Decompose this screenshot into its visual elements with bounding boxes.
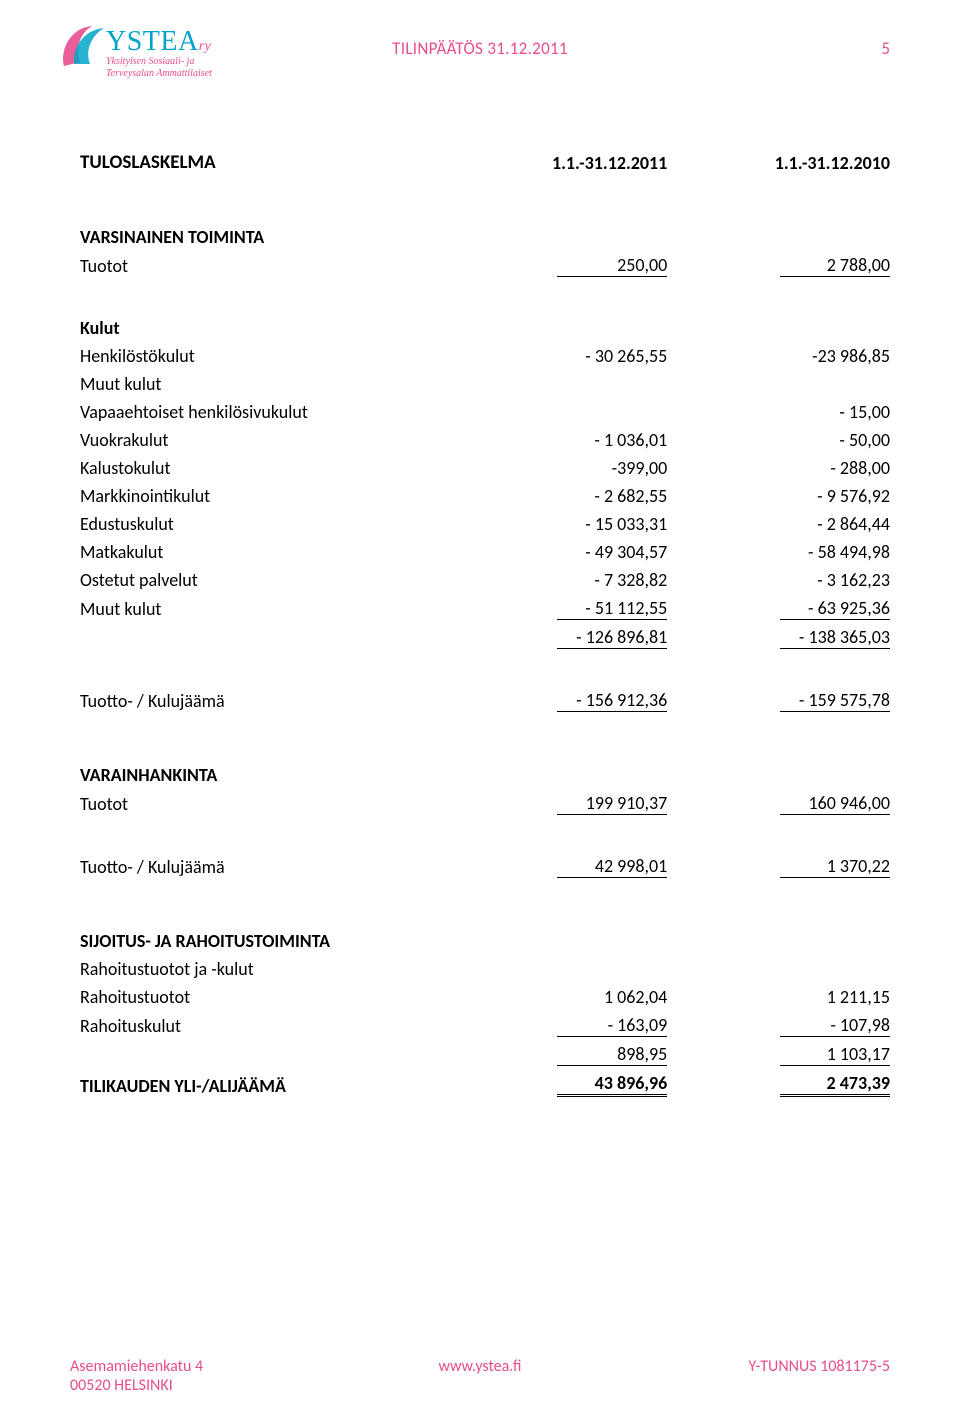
cell-value: - 138 365,03 <box>780 626 890 649</box>
row-label: Ostetut palvelut <box>80 566 445 594</box>
report-body: TULOSLASKELMA 1.1.-31.12.2011 1.1.-31.12.2… <box>70 108 890 1100</box>
table-row: Ostetut palvelut - 7 328,82 - 3 162,23 <box>80 566 890 594</box>
cell-value: - 3 162,23 <box>817 569 890 591</box>
footer-url: www.ystea.fi <box>343 1357 616 1395</box>
table-row: Rahoitustuotot 1 062,04 1 211,15 <box>80 983 890 1011</box>
cell-value: 1 103,17 <box>780 1043 890 1066</box>
cell-value: - 126 896,81 <box>557 626 667 649</box>
table-row: Muut kulut <box>80 370 890 398</box>
section-heading: VARSINAINEN TOIMINTA <box>80 223 890 251</box>
table-row: Rahoituskulut - 163,09 - 107,98 <box>80 1011 890 1040</box>
table-row: 898,95 1 103,17 <box>80 1040 890 1069</box>
cell-value: - 30 265,55 <box>585 345 667 367</box>
cell-value: 1.1.-31.12.2010 <box>775 152 890 174</box>
row-label: Tuotot <box>80 789 445 818</box>
table-row: Tuotto- / Kulujäämä - 156 912,36 - 159 575… <box>80 686 890 715</box>
cell-value: - 50,00 <box>839 429 890 451</box>
table-row: Matkakulut - 49 304,57 - 58 494,98 <box>80 538 890 566</box>
section-heading: VARAINHANKINTA <box>80 761 890 789</box>
cell-value: - 51 112,55 <box>557 597 667 620</box>
cell-value: 199 910,37 <box>557 792 667 815</box>
cell-value: - 9 576,92 <box>817 485 890 507</box>
table-row: - 126 896,81 - 138 365,03 <box>80 623 890 652</box>
cell-value: - 2 864,44 <box>817 513 890 535</box>
cell-value: - 7 328,82 <box>594 569 667 591</box>
cell-value: - 288,00 <box>830 457 890 479</box>
table-row: Rahoitustuotot ja -kulut <box>80 955 890 983</box>
page-header: YSTEAry Yksityisen Sosiaali- ja Terveysa… <box>70 28 890 108</box>
cell-value: 42 998,01 <box>557 855 667 878</box>
cell-value: 1 062,04 <box>604 986 667 1008</box>
logo-sub-2: Terveysalan Ammattilaiset <box>106 68 212 80</box>
row-label <box>80 1040 445 1069</box>
row-label: TULOSLASKELMA <box>80 148 445 177</box>
row-label: Rahoituskulut <box>80 1011 445 1040</box>
row-label: SIJOITUS- JA RAHOITUSTOIMINTA <box>80 927 445 955</box>
table-row: Henkilöstökulut - 30 265,55 -23 986,85 <box>80 342 890 370</box>
row-label: Edustuskulut <box>80 510 445 538</box>
row-label: Muut kulut <box>80 594 445 623</box>
footer-address-2: 00520 HELSINKI <box>70 1376 343 1395</box>
row-label: Vapaaehtoiset henkilösivukulut <box>80 398 445 426</box>
row-label: Tuotto- / Kulujäämä <box>80 686 445 715</box>
cell-value: - 159 575,78 <box>780 689 890 712</box>
cell-value: - 1 036,01 <box>594 429 667 451</box>
row-label: Tuotot <box>80 251 445 280</box>
cell-value: 1 211,15 <box>827 986 890 1008</box>
table-row: Vapaaehtoiset henkilösivukulut - 15,00 <box>80 398 890 426</box>
table-row: Kulut <box>80 314 890 342</box>
table-row: Vuokrakulut - 1 036,01 - 50,00 <box>80 426 890 454</box>
cell-value: 1.1.-31.12.2011 <box>552 152 667 174</box>
row-label: Matkakulut <box>80 538 445 566</box>
cell-value: - 156 912,36 <box>557 689 667 712</box>
cell-value: 250,00 <box>557 254 667 277</box>
cell-value: 2 473,39 <box>780 1072 890 1097</box>
table-row: Tuotot 250,00 2 788,00 <box>80 251 890 280</box>
cell-value: - 63 925,36 <box>780 597 890 620</box>
cell-value: - 15,00 <box>839 401 890 423</box>
page-footer: Asemamiehenkatu 4 00520 HELSINKI www.yst… <box>70 1357 890 1395</box>
table-row: Kalustokulut -399,00 - 288,00 <box>80 454 890 482</box>
row-label: Rahoitustuotot <box>80 983 445 1011</box>
title-row: TULOSLASKELMA 1.1.-31.12.2011 1.1.-31.12.2… <box>80 148 890 177</box>
cell-value: 2 788,00 <box>780 254 890 277</box>
row-label: Kalustokulut <box>80 454 445 482</box>
table-row: Muut kulut - 51 112,55 - 63 925,36 <box>80 594 890 623</box>
row-label: Vuokrakulut <box>80 426 445 454</box>
row-label: Henkilöstökulut <box>80 342 445 370</box>
table-row: Edustuskulut - 15 033,31 - 2 864,44 <box>80 510 890 538</box>
row-label: TILIKAUDEN YLI-/ALIJÄÄMÄ <box>80 1069 445 1100</box>
row-label: VARAINHANKINTA <box>80 761 445 789</box>
row-label: Tuotto- / Kulujäämä <box>80 852 445 881</box>
table-row: Markkinointikulut - 2 682,55 - 9 576,92 <box>80 482 890 510</box>
cell-value: 160 946,00 <box>780 792 890 815</box>
cell-value: -23 986,85 <box>812 345 890 367</box>
cell-value: 898,95 <box>557 1043 667 1066</box>
page-number: 5 <box>881 38 890 59</box>
footer-vat: Y-TUNNUS 1081175-5 <box>617 1357 890 1395</box>
row-label: Markkinointikulut <box>80 482 445 510</box>
section-heading: SIJOITUS- JA RAHOITUSTOIMINTA <box>80 927 890 955</box>
cell-value: -399,00 <box>612 457 668 479</box>
row-label: Muut kulut <box>80 370 445 398</box>
cell-value: - 15 033,31 <box>585 513 667 535</box>
cell-value: - 49 304,57 <box>585 541 667 563</box>
row-label: Kulut <box>80 314 445 342</box>
table-row: Tuotot 199 910,37 160 946,00 <box>80 789 890 818</box>
row-label: VARSINAINEN TOIMINTA <box>80 223 445 251</box>
cell-value: - 107,98 <box>780 1014 890 1037</box>
cell-value: - 163,09 <box>557 1014 667 1037</box>
cell-value: - 2 682,55 <box>594 485 667 507</box>
income-statement-table: TULOSLASKELMA 1.1.-31.12.2011 1.1.-31.12.2… <box>80 148 890 1100</box>
cell-value: 43 896,96 <box>557 1072 667 1097</box>
footer-address-1: Asemamiehenkatu 4 <box>70 1357 343 1376</box>
cell-value: 1 370,22 <box>780 855 890 878</box>
row-label: Rahoitustuotot ja -kulut <box>80 955 445 983</box>
row-label <box>80 623 445 652</box>
document-title: TILINPÄÄTÖS 31.12.2011 <box>70 38 890 59</box>
table-row: TILIKAUDEN YLI-/ALIJÄÄMÄ 43 896,96 2 473,3… <box>80 1069 890 1100</box>
cell-value: - 58 494,98 <box>808 541 890 563</box>
table-row: Tuotto- / Kulujäämä 42 998,01 1 370,22 <box>80 852 890 881</box>
